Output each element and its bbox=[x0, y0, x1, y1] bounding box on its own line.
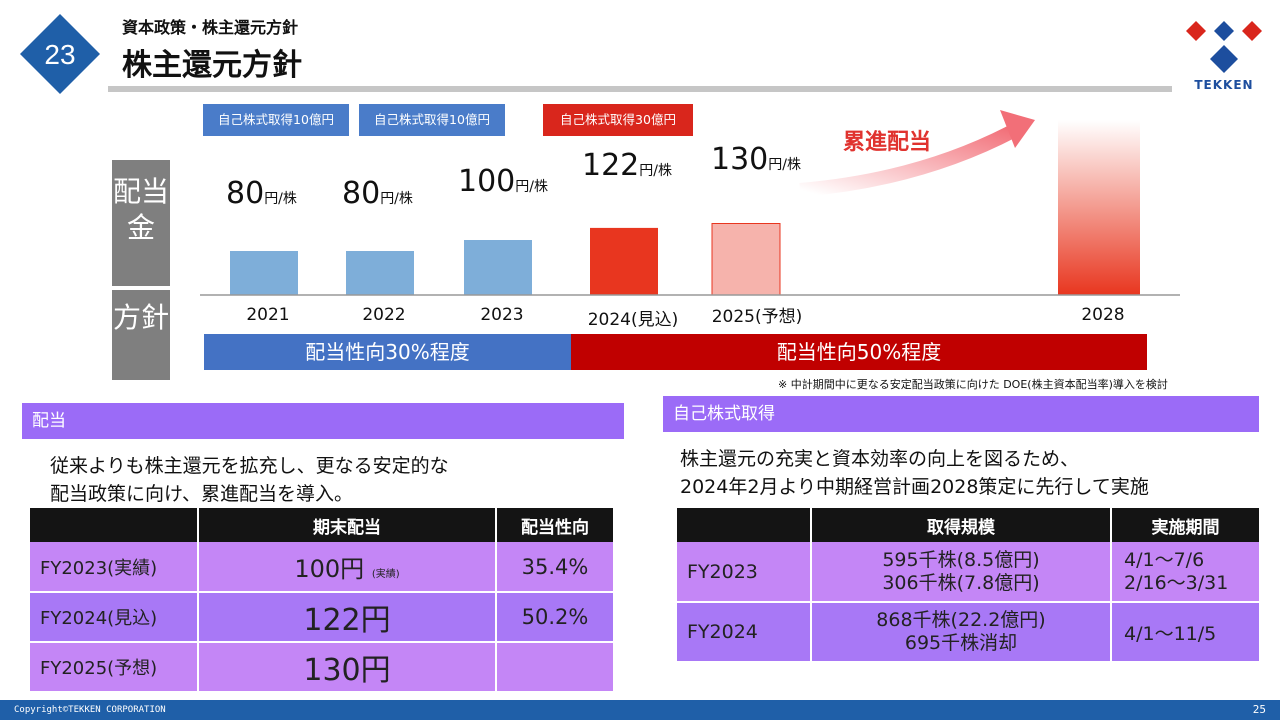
scale-cell: 595千株(8.5億円) 306千株(7.8億円) bbox=[811, 542, 1112, 603]
progressive-dividend-label: 累進配当 bbox=[843, 130, 932, 155]
table-row: FY2024 868千株(22.2億円) 695千株消却 4/1～11/5 bbox=[677, 602, 1259, 663]
ratio-cell: 35.4% bbox=[496, 542, 613, 593]
table-row: FY2023 595千株(8.5億円) 306千株(7.8億円) 4/1～7/6 2… bbox=[677, 542, 1259, 603]
header-divider bbox=[108, 86, 1172, 92]
dividend-table: 期末配当 配当性向 FY2023(実績) 100円 (実績) 35.4% FY2… bbox=[30, 508, 613, 693]
doe-note: ※ 中計期間中に更なる安定配当政策に向けた DOE(株主資本配当率)導入を検討 bbox=[778, 378, 1168, 391]
side-label-dividend: 配当金 bbox=[112, 160, 170, 286]
bar-2023 bbox=[464, 240, 532, 295]
period-cell: 4/1～7/6 2/16～3/31 bbox=[1111, 542, 1259, 603]
header-subtitle: 資本政策・株主還元方針 bbox=[122, 18, 299, 37]
table-header-row: 取得規模 実施期間 bbox=[677, 508, 1259, 542]
year-label-2022: 2022 bbox=[362, 305, 406, 325]
buyback-chip-2021: 自己株式取得10億円 bbox=[203, 104, 349, 136]
table-header-row: 期末配当 配当性向 bbox=[30, 508, 613, 542]
buyback-lead-line1: 株主還元の充実と資本効率の向上を図るため、 bbox=[680, 448, 1080, 470]
dividend-lead-line2: 配当政策に向け、累進配当を導入。 bbox=[50, 483, 354, 505]
amount-cell: 100円 (実績) bbox=[198, 542, 497, 593]
table-row: FY2023(実績) 100円 (実績) 35.4% bbox=[30, 542, 613, 593]
amount-cell: 122円 bbox=[198, 592, 497, 643]
svg-text:23: 23 bbox=[44, 39, 75, 70]
amount-cell: 130円 bbox=[198, 642, 497, 693]
period-cell: 4/1～11/5 bbox=[1111, 602, 1259, 663]
table-header-ratio: 配当性向 bbox=[496, 508, 613, 542]
scale-cell: 868千株(22.2億円) 695千株消却 bbox=[811, 602, 1112, 663]
side-label-policy: 方針 bbox=[112, 290, 170, 380]
table-header-period: 実施期間 bbox=[1111, 508, 1259, 542]
fy-cell: FY2025(予想) bbox=[30, 642, 199, 693]
policy-band-50: 配当性向50%程度 bbox=[571, 334, 1147, 370]
bar-2028 bbox=[1058, 120, 1140, 295]
year-label-2023: 2023 bbox=[480, 305, 524, 325]
section-header-buyback: 自己株式取得 bbox=[663, 396, 1259, 432]
bar-2025 bbox=[711, 223, 781, 296]
table-header-blank bbox=[677, 508, 812, 542]
fy-cell: FY2023 bbox=[677, 542, 812, 603]
year-label-2025: 2025(予想) bbox=[711, 307, 803, 327]
bar-2021 bbox=[230, 251, 298, 295]
ratio-cell: 50.2% bbox=[496, 592, 613, 643]
section-header-dividend: 配当 bbox=[22, 403, 624, 439]
page-title: 株主還元方針 bbox=[122, 48, 302, 83]
buyback-chip-2024: 自己株式取得30億円 bbox=[543, 104, 693, 136]
fy-cell: FY2023(実績) bbox=[30, 542, 199, 593]
value-label-2025: 130円/株 bbox=[711, 142, 801, 177]
value-label-2021: 80円/株 bbox=[226, 176, 297, 211]
fy-cell: FY2024(見込) bbox=[30, 592, 199, 643]
buyback-lead-line2: 2024年2月より中期経営計画2028策定に先行して実施 bbox=[680, 476, 1149, 498]
fy-cell: FY2024 bbox=[677, 602, 812, 663]
dividend-chart bbox=[200, 110, 1180, 296]
year-label-2024: 2024(見込) bbox=[587, 310, 679, 330]
footer-page-number: 25 bbox=[1252, 703, 1266, 716]
ratio-cell bbox=[496, 642, 613, 693]
buyback-chip-2023: 自己株式取得10億円 bbox=[359, 104, 505, 136]
copyright-text: Copyright©TEKKEN CORPORATION bbox=[14, 705, 166, 715]
logo-text: TEKKEN bbox=[1194, 78, 1254, 92]
page-number-badge: 23 bbox=[20, 14, 100, 94]
growth-arrow-shaft bbox=[799, 123, 1019, 197]
value-label-2024: 122円/株 bbox=[582, 148, 672, 183]
value-label-2023: 100円/株 bbox=[458, 164, 548, 199]
table-row: FY2024(見込) 122円 50.2% bbox=[30, 592, 613, 643]
policy-band-30: 配当性向30%程度 bbox=[204, 334, 571, 370]
footer-bar: Copyright©TEKKEN CORPORATION 25 bbox=[0, 700, 1280, 720]
buyback-table: 取得規模 実施期間 FY2023 595千株(8.5億円) 306千株(7.8億円… bbox=[677, 508, 1259, 663]
value-label-2022: 80円/株 bbox=[342, 176, 413, 211]
tekken-logo bbox=[1186, 21, 1262, 73]
table-header-blank bbox=[30, 508, 199, 542]
year-label-2021: 2021 bbox=[246, 305, 290, 325]
table-row: FY2025(予想) 130円 bbox=[30, 642, 613, 693]
table-header-amount: 期末配当 bbox=[198, 508, 497, 542]
table-header-scale: 取得規模 bbox=[811, 508, 1112, 542]
dividend-lead-line1: 従来よりも株主還元を拡充し、更なる安定的な bbox=[50, 455, 449, 477]
growth-arrow-head bbox=[1000, 110, 1035, 148]
bar-2024 bbox=[590, 227, 658, 295]
year-label-2028: 2028 bbox=[1081, 305, 1125, 325]
bar-2022 bbox=[346, 251, 414, 295]
